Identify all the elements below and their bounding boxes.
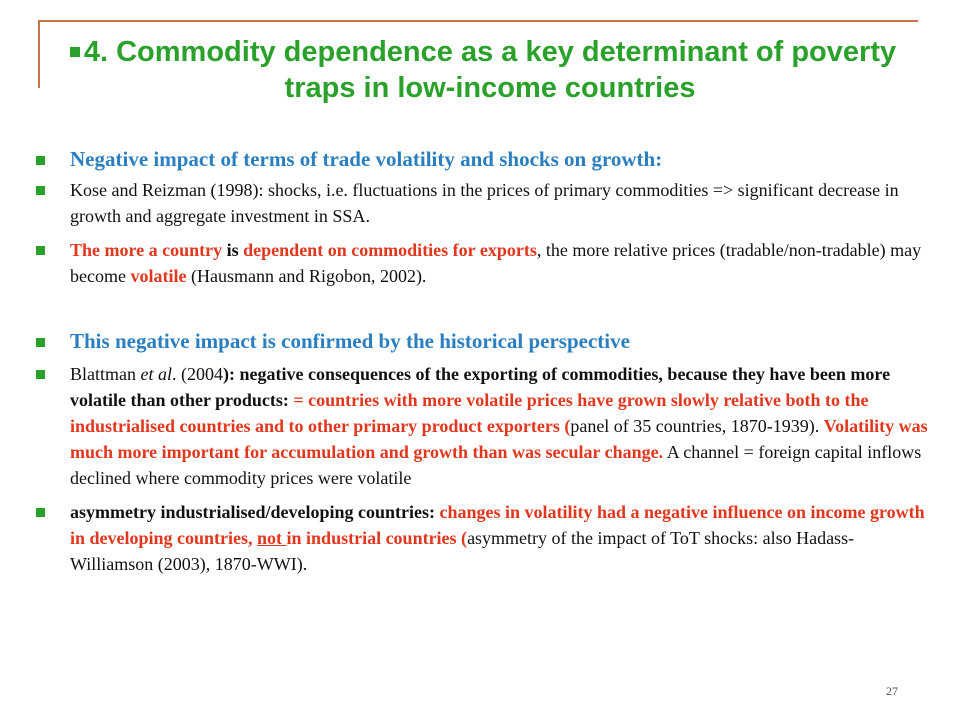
bullet-item-kose-reizman: Kose and Reizman (1998): shocks, i.e. fl… <box>35 177 930 229</box>
text-red-bold: Volatility was much more important for a… <box>70 416 928 462</box>
text-red-bold: volatile <box>130 266 187 286</box>
bullet-item-negative-impact: Negative impact of terms of trade volati… <box>35 145 930 173</box>
bullet-text: Kose and Reizman (1998): shocks, i.e. fl… <box>70 180 899 226</box>
text-plain: asymmetry of the impact of ToT shocks: a… <box>70 528 855 574</box>
text-plain: panel of 35 countries, 1870-1939). <box>570 416 824 436</box>
text-plain: A channel = foreign capital inflows decl… <box>70 442 922 488</box>
bullet-text: This negative impact is confirmed by the… <box>70 329 630 353</box>
text-red-bold: in industrial countries ( <box>286 528 468 548</box>
square-bullet-icon <box>36 246 45 255</box>
title-frame-left-rule <box>38 20 40 88</box>
text-plain: . (2004 <box>172 364 223 384</box>
text-italic: et al <box>140 364 173 384</box>
text-red-bold: The more a country <box>70 240 223 260</box>
text-red-bold: = countries with more volatile prices ha… <box>70 390 869 436</box>
square-bullet-icon <box>36 338 45 347</box>
slide-title-block: 4. Commodity dependence as a key determi… <box>60 34 920 106</box>
bullet-item-historical-perspective: This negative impact is confirmed by the… <box>35 327 930 355</box>
square-bullet-icon <box>36 508 45 517</box>
text-plain: Blattman <box>70 364 141 384</box>
square-bullet-icon <box>36 156 45 165</box>
bullet-item-dependence-volatility: The more a country is dependent on commo… <box>35 237 930 289</box>
square-bullet-icon <box>36 370 45 379</box>
square-bullet-icon <box>36 186 45 195</box>
bullet-item-blattman: Blattman et al. (2004): negative consequ… <box>35 361 930 491</box>
title-frame-top-rule <box>38 20 918 22</box>
bullet-item-asymmetry: asymmetry industrialised/developing coun… <box>35 499 930 577</box>
text-red-bold-underlined: not <box>257 528 287 548</box>
bullet-list: Negative impact of terms of trade volati… <box>35 145 930 577</box>
text-red-bold: changes in volatility had a negative inf… <box>70 502 925 548</box>
text-plain: (Hausmann and Rigobon, 2002). <box>186 266 427 286</box>
slide-title: 4. Commodity dependence as a key determi… <box>83 36 897 104</box>
bullet-text: Negative impact of terms of trade volati… <box>70 147 663 171</box>
title-square-bullet-icon <box>70 47 80 57</box>
text-red-bold: dependent on commodities for exports <box>243 240 537 260</box>
text-plain: , the more relative prices (tradable/non… <box>70 240 922 286</box>
text-bold: is <box>222 240 244 260</box>
page-number: 27 <box>886 684 898 698</box>
text-bold: asymmetry industrialised/developing coun… <box>70 502 435 522</box>
text-bold: ): negative consequences of the exportin… <box>70 364 891 410</box>
